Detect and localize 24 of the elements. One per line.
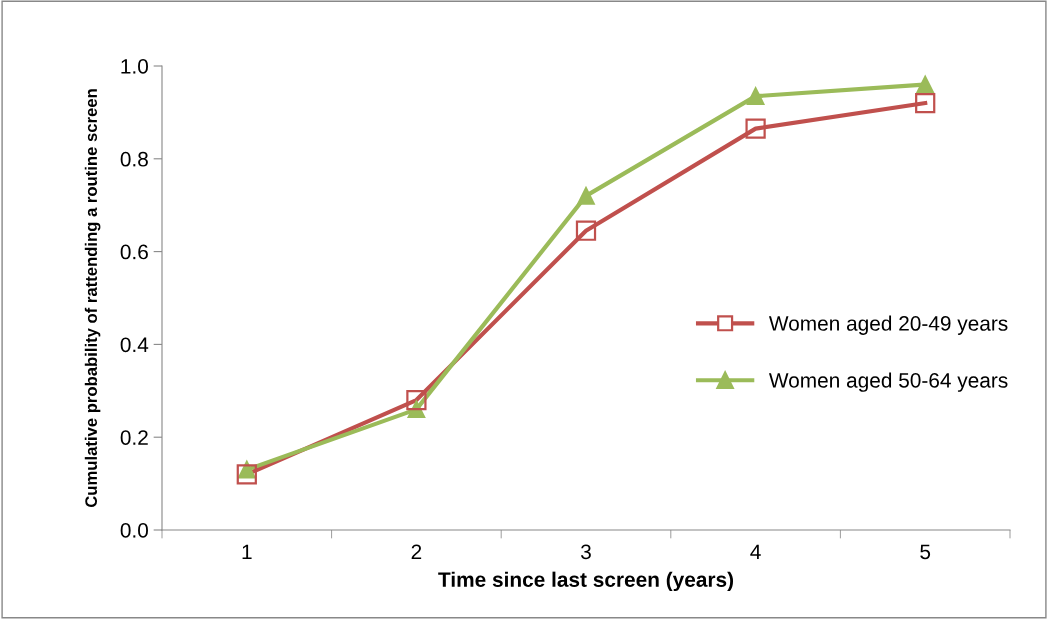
- x-axis-title: Time since last screen (years): [438, 571, 734, 592]
- point: [238, 460, 256, 479]
- y-axis-title: Cumulative probability of rattending a routine screen: [84, 89, 101, 508]
- point: [915, 92, 936, 114]
- x-tick-label: 1: [242, 544, 252, 559]
- point: [577, 187, 595, 205]
- legend-label: Women aged 50-64 years: [768, 372, 1008, 392]
- y-tick-label: 1.0: [121, 59, 148, 74]
- point: [406, 389, 427, 411]
- y-tick-label: 0.6: [120, 244, 148, 260]
- x-tick-label: 4: [750, 544, 761, 559]
- point: [236, 464, 257, 485]
- y-tick-label: 0.0: [120, 523, 148, 538]
- legend-label: Women aged 20-49 years: [768, 315, 1008, 335]
- point: [745, 118, 766, 139]
- point: [746, 87, 765, 105]
- x-tick-label: 5: [920, 544, 931, 560]
- point: [575, 220, 597, 241]
- y-tick-label: 0.2: [120, 430, 148, 445]
- y-tick-label: 0.8: [120, 151, 148, 167]
- point: [916, 75, 934, 94]
- x-tick-label: 3: [581, 544, 591, 560]
- y-tick-label: 0.4: [120, 337, 149, 353]
- x-tick-label: 2: [411, 544, 422, 559]
